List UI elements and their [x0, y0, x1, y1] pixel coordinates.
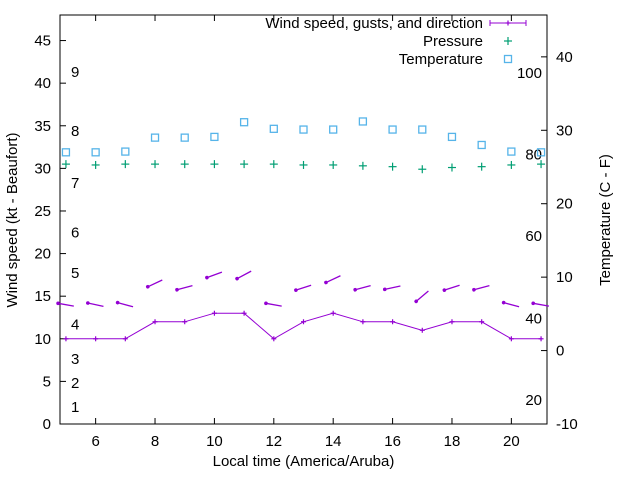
temperature-point [269, 124, 278, 133]
y-left-tick-label: 0 [43, 416, 51, 433]
x-axis-title: Local time (America/Aruba) [213, 453, 395, 470]
wind-speed-line [65, 312, 542, 340]
y-left-tick-label: 35 [34, 118, 51, 135]
x-tick-label: 10 [206, 433, 223, 450]
gust-direction-marker [294, 284, 312, 292]
temperature-point [61, 148, 71, 157]
x-tick-label: 8 [151, 433, 159, 450]
beaufort-label: 7 [71, 175, 79, 192]
temperature-point [150, 133, 160, 142]
y-left-tick-label: 5 [43, 373, 51, 390]
gust-direction-marker [56, 301, 74, 307]
temperature-point [239, 118, 249, 127]
x-tick-label: 14 [325, 433, 342, 450]
beaufort-label: 5 [71, 265, 79, 282]
y-left-axis-title: Wind speed (kt - Beaufort) [4, 132, 21, 307]
gust-direction-marker [205, 271, 223, 280]
gust-direction-marker [145, 279, 163, 289]
temperature-point [477, 140, 486, 150]
gust-direction-marker [531, 301, 550, 307]
gust-direction-marker [235, 270, 252, 281]
temperature-point [388, 125, 397, 134]
legend-label: Pressure [423, 33, 483, 50]
series-wind-speed [63, 310, 544, 342]
gust-direction-marker [472, 284, 490, 292]
beaufort-label: 4 [71, 316, 79, 333]
fahrenheit-label: 60 [525, 228, 542, 245]
y-right-tick-label: 40 [556, 49, 573, 66]
x-tick-label: 20 [503, 433, 520, 450]
gust-direction-marker [86, 301, 104, 308]
y-right-axis-title: Temperature (C - F) [597, 154, 614, 286]
beaufort-label: 9 [71, 64, 79, 81]
temperature-point [329, 125, 338, 134]
legend: Wind speed, gusts, and directionPressure… [265, 15, 527, 68]
y-left-tick-label: 20 [34, 246, 51, 263]
temperature-point [418, 125, 427, 134]
temperature-point [91, 148, 100, 157]
y-left-tick-label: 30 [34, 160, 51, 177]
fahrenheit-label: 100 [517, 65, 542, 82]
y-left-tick-label: 10 [34, 331, 51, 348]
series-temperature [61, 117, 546, 157]
temperature-point [180, 133, 189, 142]
series-pressure [61, 160, 546, 174]
x-tick-label: 18 [444, 433, 461, 450]
temperature-point [210, 132, 219, 142]
y-left-tick-label: 25 [34, 203, 51, 220]
fahrenheit-label: 20 [525, 392, 542, 409]
temperature-point [536, 148, 546, 157]
y-left-tick-label: 45 [34, 33, 51, 50]
gust-direction-marker [324, 275, 341, 285]
x-tick-label: 16 [384, 433, 401, 450]
y-right-tick-label: 10 [556, 269, 573, 286]
plot-border [59, 14, 548, 425]
gust-direction-marker [382, 285, 401, 292]
x-axis: 6 8 10 12 14 16 18 20 [91, 15, 520, 450]
beaufort-label: 8 [71, 123, 79, 140]
gust-direction-marker [175, 284, 193, 292]
fahrenheit-label: 40 [525, 310, 542, 327]
y-left-tick-label: 40 [34, 75, 51, 92]
beaufort-label: 1 [71, 399, 79, 416]
gust-direction-marker [442, 284, 460, 292]
temperature-point [299, 125, 308, 134]
temperature-point [507, 147, 516, 156]
x-tick-label: 12 [265, 433, 282, 450]
y-left-tick-label: 15 [34, 288, 51, 305]
x-tick-label: 6 [91, 433, 99, 450]
gust-direction-marker [501, 300, 520, 308]
gust-direction-marker [264, 301, 282, 307]
gust-direction-marker [115, 300, 134, 308]
temperature-point [358, 117, 368, 126]
beaufort-label: 3 [71, 351, 79, 368]
beaufort-label: 6 [71, 224, 79, 241]
legend-label: Wind speed, gusts, and direction [265, 15, 483, 32]
y-right-tick-label: -10 [556, 416, 578, 433]
series-gusts-direction [56, 270, 550, 308]
y-right-tick-label: 20 [556, 196, 573, 213]
beaufort-label: 2 [71, 375, 79, 392]
temperature-point [121, 147, 130, 156]
gust-direction-marker [414, 290, 429, 304]
legend-label: Temperature [399, 51, 483, 68]
y-right-tick-label: 0 [556, 343, 564, 360]
y-right-tick-label: 30 [556, 122, 573, 139]
temperature-point [447, 132, 457, 142]
gust-direction-marker [353, 284, 371, 292]
